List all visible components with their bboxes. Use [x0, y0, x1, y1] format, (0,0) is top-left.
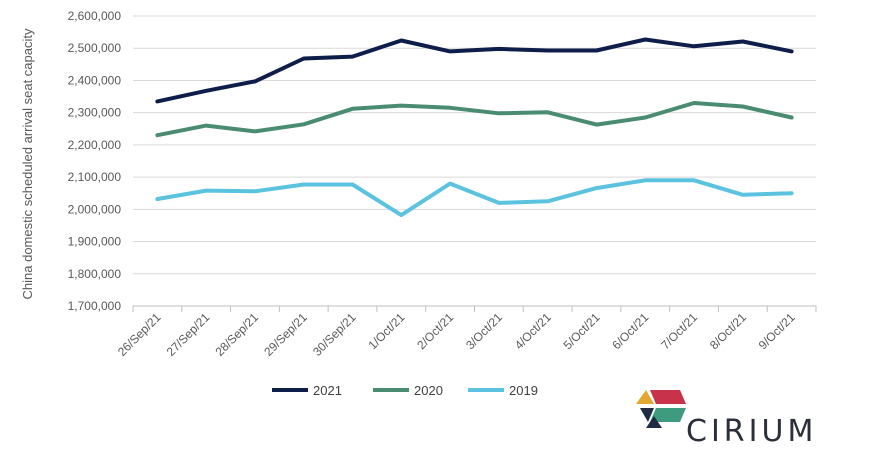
x-tick-label: 2/Oct/21	[414, 310, 456, 352]
logo-mark-dark	[640, 408, 654, 422]
legend-label-2019: 2019	[509, 383, 538, 398]
x-tick-label: 6/Oct/21	[609, 310, 651, 352]
x-tick-label: 8/Oct/21	[707, 310, 749, 352]
logo-mark-green	[650, 408, 686, 422]
y-tick-label: 2,300,000	[68, 106, 122, 120]
x-tick-label: 26/Sep/21	[115, 310, 164, 359]
y-tick-label: 2,400,000	[68, 73, 122, 87]
y-tick-label: 2,500,000	[68, 41, 122, 55]
x-tick-label: 7/Oct/21	[658, 310, 700, 352]
legend-label-2021: 2021	[313, 383, 342, 398]
logo-mark-red	[650, 390, 686, 404]
y-tick-label: 2,100,000	[68, 170, 122, 184]
cirium-logo: CIRIUM	[636, 390, 817, 449]
series-line-2020	[155, 101, 794, 138]
y-tick-label: 2,600,000	[68, 9, 122, 23]
series-line-2019	[155, 178, 794, 218]
legend: 2021 2020 2019	[272, 383, 538, 398]
gridlines	[133, 15, 816, 307]
y-axis-title: China domestic scheduled arrival seat ca…	[20, 28, 35, 299]
x-tick-label: 30/Sep/21	[310, 310, 359, 359]
x-tick-label: 9/Oct/21	[756, 310, 798, 352]
y-axis-ticks: 1,700,000 1,800,000 1,900,000 2,000,000 2,10…	[68, 9, 122, 313]
y-tick-label: 1,700,000	[68, 299, 122, 313]
x-tick-label: 4/Oct/21	[512, 310, 554, 352]
logo-mark-dark-small	[646, 416, 662, 428]
y-tick-label: 2,000,000	[68, 202, 122, 216]
logo-text: CIRIUM	[686, 414, 817, 449]
x-tick-label: 3/Oct/21	[463, 310, 505, 352]
x-tick-label: 27/Sep/21	[164, 310, 213, 359]
legend-label-2020: 2020	[414, 383, 443, 398]
x-tick-label: 5/Oct/21	[561, 310, 603, 352]
series-line-2021	[155, 37, 794, 104]
x-tick-label: 1/Oct/21	[365, 310, 407, 352]
series-lines	[155, 37, 794, 218]
x-axis: 26/Sep/21 27/Sep/21 28/Sep/21 29/Sep/21 30/S…	[115, 305, 817, 359]
y-tick-label: 1,800,000	[68, 267, 122, 281]
x-tick-label: 28/Sep/21	[212, 310, 261, 359]
y-tick-label: 1,900,000	[68, 235, 122, 249]
logo-mark-yellow	[636, 390, 654, 404]
x-tick-label: 29/Sep/21	[261, 310, 310, 359]
y-tick-label: 2,200,000	[68, 138, 122, 152]
